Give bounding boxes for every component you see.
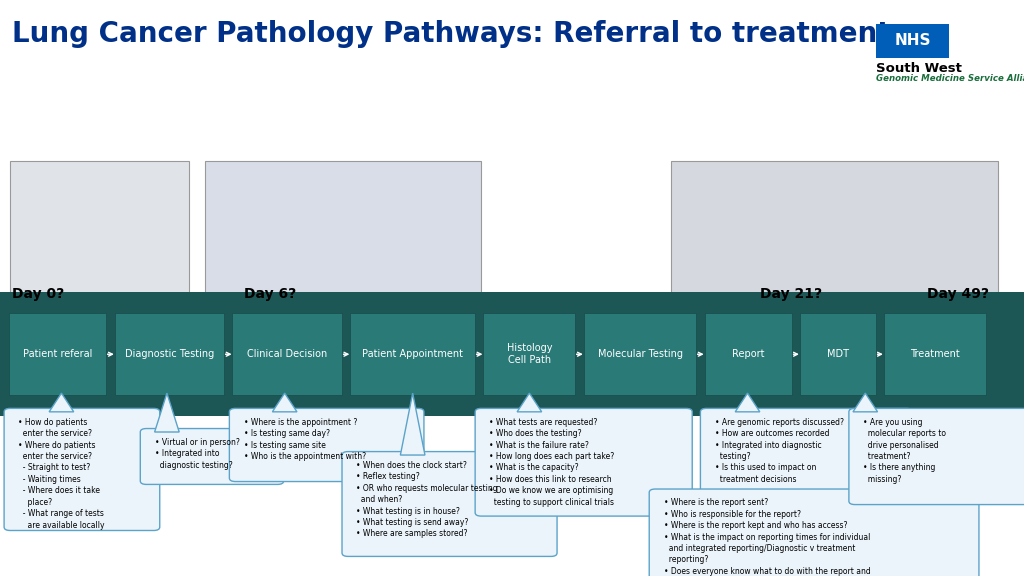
- Text: Diagnostic Testing: Diagnostic Testing: [125, 349, 214, 359]
- Text: Day 0?: Day 0?: [12, 287, 65, 301]
- Text: Day 21?: Day 21?: [760, 287, 822, 301]
- FancyBboxPatch shape: [884, 313, 986, 396]
- Text: Patient Appointment: Patient Appointment: [362, 349, 463, 359]
- FancyBboxPatch shape: [700, 408, 912, 502]
- Text: Clinical Decision: Clinical Decision: [247, 349, 328, 359]
- FancyBboxPatch shape: [0, 293, 1024, 416]
- Text: • Are genomic reports discussed?
• How are outcomes recorded
• Integrated into d: • Are genomic reports discussed? • How a…: [715, 418, 844, 484]
- FancyBboxPatch shape: [342, 452, 557, 556]
- FancyBboxPatch shape: [483, 313, 575, 396]
- Polygon shape: [853, 393, 878, 412]
- FancyBboxPatch shape: [876, 24, 949, 58]
- Text: Molecular Testing: Molecular Testing: [597, 349, 683, 359]
- FancyBboxPatch shape: [232, 313, 342, 396]
- FancyBboxPatch shape: [115, 313, 224, 396]
- FancyBboxPatch shape: [4, 408, 160, 530]
- FancyBboxPatch shape: [205, 161, 481, 300]
- FancyBboxPatch shape: [584, 313, 696, 396]
- Polygon shape: [155, 393, 179, 432]
- FancyBboxPatch shape: [9, 313, 106, 396]
- Text: • What tests are requested?
• Who does the testing?
• What is the failure rate?
: • What tests are requested? • Who does t…: [489, 418, 614, 507]
- Text: Day 6?: Day 6?: [244, 287, 296, 301]
- FancyBboxPatch shape: [229, 408, 424, 482]
- FancyBboxPatch shape: [140, 429, 284, 484]
- Text: Lung Cancer Pathology Pathways: Referral to treatment: Lung Cancer Pathology Pathways: Referral…: [12, 20, 891, 48]
- Polygon shape: [517, 393, 542, 412]
- Text: Genomic Medicine Service Alliance: Genomic Medicine Service Alliance: [876, 74, 1024, 83]
- Polygon shape: [272, 393, 297, 412]
- Text: • Where is the appointment ?
• Is testing same day?
• Is testing same site
• Who: • Where is the appointment ? • Is testin…: [244, 418, 366, 461]
- FancyBboxPatch shape: [350, 313, 475, 396]
- Text: • When does the clock start?
• Reflex testing?
• OR who requests molecular testi: • When does the clock start? • Reflex te…: [356, 461, 498, 539]
- Text: • Are you using
  molecular reports to
  drive personalised
  treatment?
• Is th: • Are you using molecular reports to dri…: [863, 418, 946, 484]
- Text: • Virtual or in person?
• Integrated into
  diagnostic testing?: • Virtual or in person? • Integrated int…: [155, 438, 240, 469]
- FancyBboxPatch shape: [475, 408, 692, 516]
- Polygon shape: [735, 393, 760, 412]
- Text: Day 49?: Day 49?: [927, 287, 989, 301]
- FancyBboxPatch shape: [800, 313, 876, 396]
- Polygon shape: [400, 393, 425, 455]
- FancyBboxPatch shape: [10, 161, 189, 300]
- FancyArrow shape: [10, 302, 1009, 325]
- Text: Treatment: Treatment: [910, 349, 959, 359]
- FancyBboxPatch shape: [849, 408, 1024, 505]
- FancyBboxPatch shape: [671, 161, 998, 300]
- Text: Patient referal: Patient referal: [24, 349, 92, 359]
- Text: NHS: NHS: [894, 33, 931, 48]
- Text: • Where is the report sent?
• Who is responsible for the report?
• Where is the : • Where is the report sent? • Who is res…: [664, 498, 870, 576]
- Text: MDT: MDT: [826, 349, 849, 359]
- Text: Histology
Cell Path: Histology Cell Path: [507, 343, 552, 365]
- Text: Report: Report: [732, 349, 764, 359]
- Text: South West: South West: [876, 62, 962, 75]
- FancyBboxPatch shape: [705, 313, 792, 396]
- Polygon shape: [49, 393, 74, 412]
- Text: • How do patients
  enter the service?
• Where do patients
  enter the service?
: • How do patients enter the service? • W…: [18, 418, 104, 530]
- FancyBboxPatch shape: [649, 489, 979, 576]
